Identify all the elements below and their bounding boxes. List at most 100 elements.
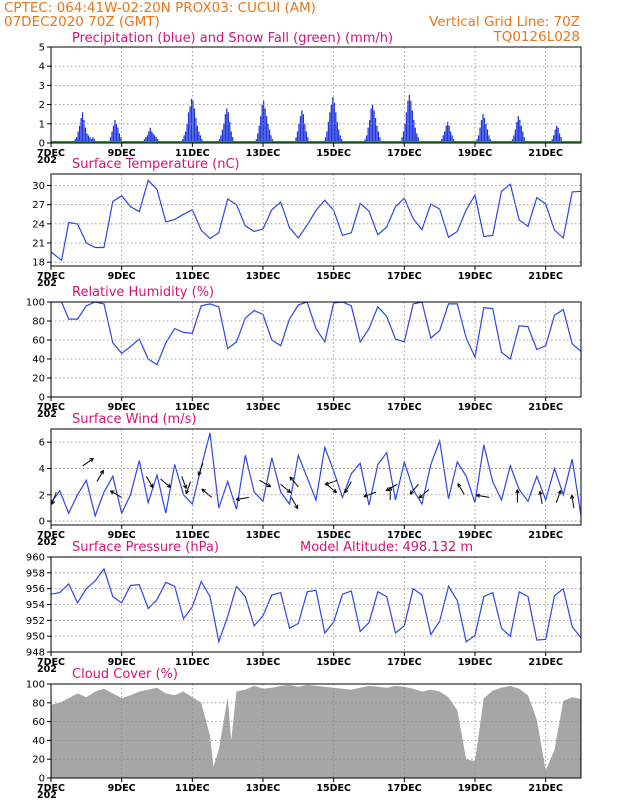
- precip-bar: [221, 129, 224, 143]
- grid-precip: [50, 47, 581, 143]
- wind-arrow: [570, 494, 575, 508]
- precip-bar: [77, 131, 79, 143]
- precip-bar: [152, 133, 154, 143]
- data-layer-temperature: [51, 179, 581, 262]
- y-tick-label: 952: [26, 616, 45, 627]
- precip-bar: [155, 137, 157, 143]
- precip-bar: [154, 135, 156, 143]
- panel-title-cloud: Cloud Cover (%): [72, 667, 178, 682]
- precip-bar: [184, 131, 187, 143]
- precip-bar: [190, 98, 193, 143]
- wind-arrow: [515, 489, 520, 503]
- x-tick-label: 13DEC: [246, 530, 281, 541]
- wind-arrow: [324, 479, 338, 486]
- precip-bar: [257, 133, 259, 143]
- x-tick-label: 11DEC: [175, 148, 210, 159]
- x-tick-label: 21DEC: [528, 783, 563, 794]
- precip-bar: [482, 114, 484, 143]
- y-tick-label: 2: [39, 100, 45, 111]
- grid-temperature: [50, 174, 581, 266]
- precip-bar: [606, 120, 607, 143]
- wind-arrow-shaft: [145, 476, 154, 488]
- y-tick-label: 100: [26, 298, 45, 309]
- data-layer-pressure: [51, 567, 581, 644]
- wind-arrow: [51, 491, 57, 505]
- precip-bar: [151, 131, 153, 143]
- precip-bar: [377, 131, 380, 143]
- precip-bar: [410, 100, 412, 143]
- precip-bar: [522, 131, 524, 143]
- wind-arrow-shaft: [326, 483, 337, 493]
- wind-arrow-shaft: [418, 489, 430, 499]
- precip-bar: [196, 125, 199, 143]
- x-year-label: 202: [37, 664, 57, 675]
- precip-bar: [89, 137, 91, 143]
- wind-arrow-shaft: [363, 491, 377, 498]
- y-tick-label: 958: [26, 568, 45, 579]
- precip-bar: [223, 123, 225, 143]
- y-tick-label: 24: [32, 219, 45, 230]
- y-tick-label: 950: [26, 632, 45, 643]
- x-tick-label: 11DEC: [175, 402, 210, 413]
- x-tick-label: 9DEC: [108, 148, 136, 159]
- precip-bar: [379, 137, 381, 143]
- precip-bar: [220, 135, 222, 143]
- y-tick-label: 948: [26, 648, 45, 659]
- precip-bar: [261, 104, 263, 143]
- y-tick-label: 80: [32, 698, 45, 709]
- y-tick-label: 2: [39, 490, 45, 501]
- wind-arrow: [185, 481, 192, 495]
- precip-bar: [192, 100, 194, 143]
- header-grid-note: Vertical Grid Line: 70Z: [429, 14, 580, 30]
- precip-bar: [485, 123, 487, 143]
- precip-bar: [148, 131, 150, 143]
- precip-bar: [600, 105, 601, 143]
- precip-bar: [413, 119, 415, 143]
- precip-bar: [514, 129, 517, 143]
- precip-bar: [324, 137, 327, 143]
- precip-bar: [416, 133, 418, 143]
- precip-bar: [408, 95, 411, 143]
- x-tick-label: 19DEC: [458, 657, 493, 668]
- x-tick-label: 15DEC: [316, 402, 351, 413]
- precip-bar: [326, 131, 328, 143]
- grid-humidity: [50, 302, 581, 397]
- x-tick-label: 19DEC: [458, 530, 493, 541]
- wind-series-line: [51, 432, 581, 518]
- panel-cloud: 0 20 40 60 80 100 7DEC 9DEC 11DEC 13DEC 15DEC 17DEC…: [26, 667, 582, 800]
- x-tick-label: 13DEC: [246, 783, 281, 794]
- precip-bar: [305, 131, 307, 143]
- wind-arrow-head: [476, 493, 481, 496]
- precip-bar: [260, 116, 262, 143]
- precip-bar: [373, 110, 375, 143]
- panel-title-pressure: Surface Pressure (hPa): [72, 540, 219, 555]
- wind-arrow: [259, 479, 272, 488]
- y-tick-label: 0: [39, 393, 45, 404]
- precip-bar: [404, 123, 406, 143]
- wind-arrow-head: [418, 496, 424, 499]
- precip-bar: [479, 127, 481, 143]
- wind-arrow-head: [109, 490, 114, 495]
- wind-arrow: [160, 478, 171, 488]
- plot-frame-humidity: [50, 301, 582, 398]
- precip-bar: [596, 131, 597, 143]
- wind-arrow-head: [557, 490, 562, 494]
- precip-bar: [149, 127, 151, 143]
- precip-bar: [602, 91, 603, 143]
- x-tick-label: 9DEC: [108, 657, 136, 668]
- wind-arrow-shaft: [555, 490, 562, 503]
- y-tick-label: 960: [26, 553, 45, 564]
- wind-arrow: [326, 483, 338, 494]
- precip-bar: [230, 131, 232, 143]
- y-tick-label: 0: [39, 774, 45, 785]
- precip-bar: [301, 110, 303, 143]
- precip-bar: [111, 131, 113, 143]
- wind-arrow-head: [294, 505, 299, 510]
- wind-arrow-head: [235, 499, 241, 502]
- x-tick-label: 7DEC: [37, 402, 65, 413]
- panel-wind: 0 2 4 6 7DEC 9DEC 11DEC 13DEC 15DEC 17DEC 19DEC 21D…: [37, 412, 582, 548]
- precip-bar: [332, 96, 334, 143]
- precip-bar: [516, 121, 518, 143]
- wind-arrow-head: [334, 488, 338, 493]
